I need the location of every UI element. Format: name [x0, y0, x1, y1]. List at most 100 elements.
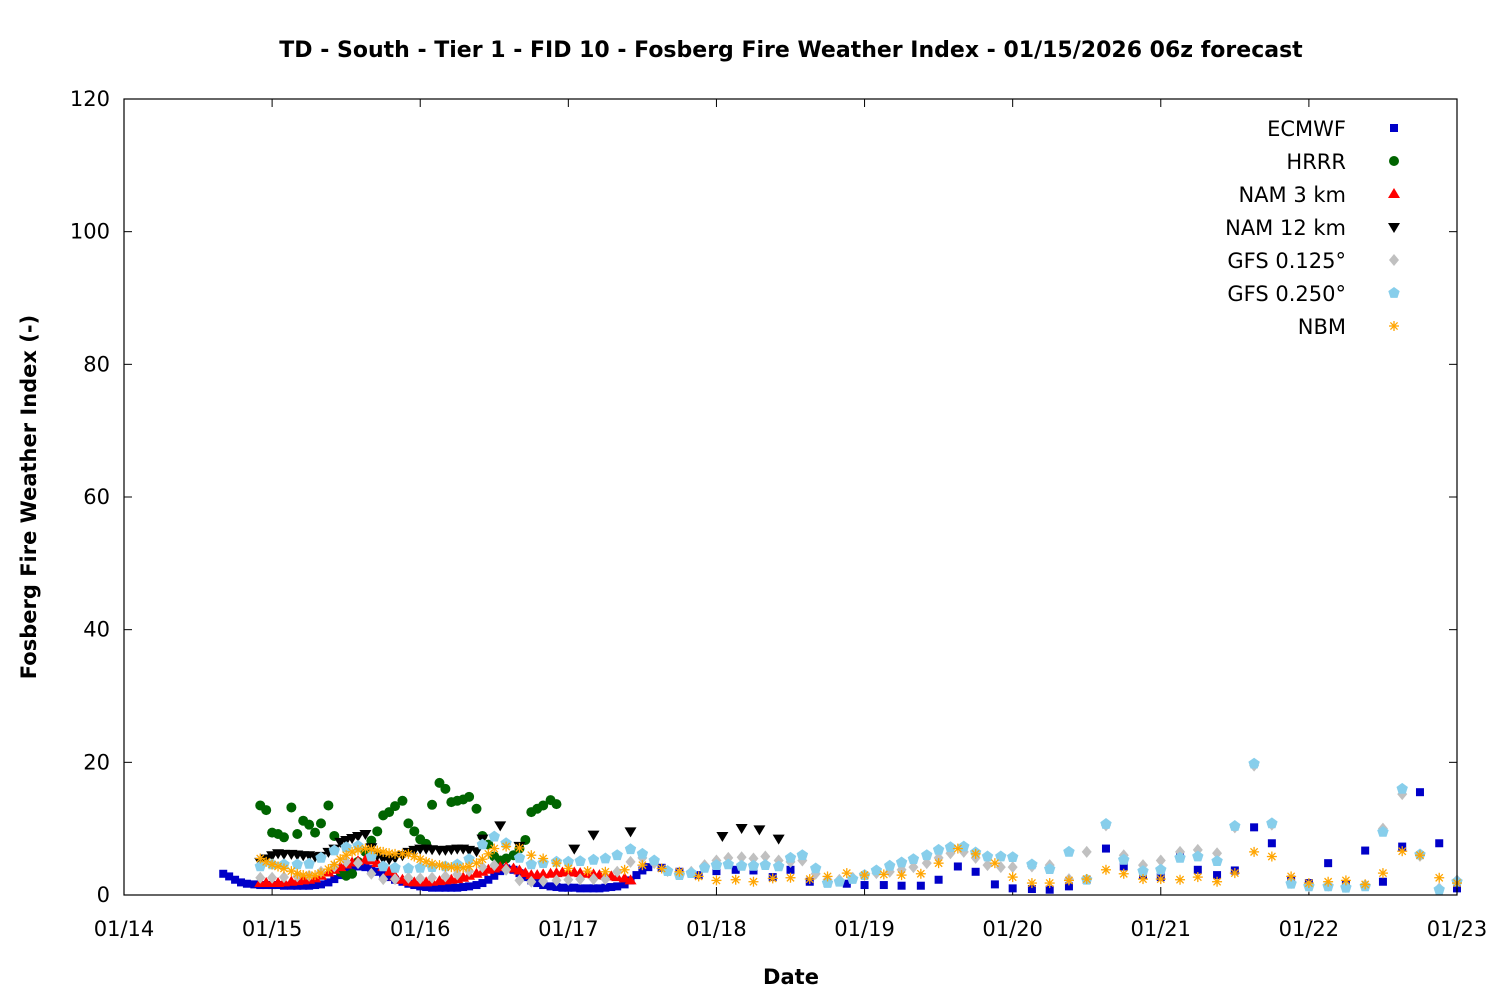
- data-point: [1063, 875, 1074, 886]
- asterisk-stroke: [749, 877, 758, 886]
- data-point: [748, 876, 759, 887]
- data-point: [1100, 864, 1111, 875]
- data-point: [1063, 845, 1075, 857]
- legend-marker: [1389, 321, 1399, 331]
- data-point: [895, 856, 908, 868]
- data-point: [316, 880, 325, 889]
- data-point: [1361, 846, 1370, 855]
- data-point: [767, 873, 778, 884]
- data-point: [693, 871, 704, 882]
- asterisk-stroke: [1213, 877, 1222, 886]
- legend-marker: [1389, 156, 1399, 166]
- data-point: [310, 827, 321, 838]
- asterisk-stroke: [336, 855, 345, 864]
- data-point: [995, 861, 1006, 874]
- y-axis-label: Fosberg Fire Weather Index (-): [17, 315, 41, 679]
- data-point: [1377, 868, 1388, 879]
- data-point: [446, 862, 457, 873]
- data-point: [601, 883, 610, 892]
- data-point: [315, 868, 326, 879]
- data-point: [465, 882, 474, 891]
- data-point: [1192, 850, 1204, 862]
- data-point: [1007, 861, 1018, 874]
- asterisk-stroke: [287, 867, 296, 876]
- data-point: [1323, 876, 1334, 887]
- data-point: [1007, 872, 1018, 883]
- x-tick-label: 01/22: [1279, 917, 1340, 941]
- data-point: [403, 871, 414, 884]
- x-tick-label: 01/16: [390, 917, 451, 941]
- data-point: [397, 795, 408, 806]
- x-tick-label: 01/19: [834, 917, 895, 941]
- data-point: [311, 881, 320, 890]
- data-point: [385, 873, 394, 882]
- data-point: [810, 862, 822, 874]
- data-point: [644, 863, 653, 872]
- asterisk-stroke: [712, 876, 721, 885]
- data-point: [427, 858, 438, 869]
- data-point: [1360, 879, 1371, 890]
- data-point: [859, 870, 870, 881]
- asterisk-stroke: [1415, 851, 1425, 860]
- data-point: [1137, 865, 1149, 876]
- data-point: [907, 853, 920, 864]
- data-point: [1175, 874, 1186, 885]
- data-point: [747, 859, 760, 871]
- data-point: [822, 871, 833, 882]
- data-point: [471, 803, 482, 814]
- data-point: [366, 844, 377, 855]
- asterisk-stroke: [398, 849, 407, 858]
- data-point: [915, 868, 926, 879]
- asterisk-stroke: [1138, 875, 1148, 884]
- data-point: [971, 867, 980, 876]
- asterisk-stroke: [410, 852, 419, 861]
- data-point: [286, 802, 297, 813]
- data-point: [415, 872, 426, 885]
- data-point: [611, 849, 623, 861]
- data-point: [624, 874, 637, 885]
- asterisk-stroke: [675, 867, 684, 876]
- data-point: [390, 873, 401, 886]
- asterisk-stroke: [305, 871, 314, 880]
- y-tick-label: 80: [83, 352, 110, 376]
- asterisk-stroke: [1101, 865, 1111, 874]
- data-point: [1248, 757, 1260, 769]
- asterisk-stroke: [1435, 873, 1444, 882]
- data-point: [242, 879, 251, 888]
- data-point: [377, 860, 389, 872]
- data-point: [563, 873, 574, 886]
- data-point: [525, 858, 537, 870]
- data-point: [944, 841, 957, 853]
- data-point: [501, 863, 512, 876]
- data-point: [1434, 872, 1445, 883]
- asterisk-stroke: [490, 844, 499, 853]
- data-point: [589, 884, 598, 893]
- data-point: [804, 874, 815, 885]
- asterisk-stroke: [897, 871, 906, 880]
- data-point: [361, 863, 370, 872]
- data-point: [458, 862, 469, 873]
- data-point: [582, 866, 593, 877]
- data-point: [1377, 826, 1389, 837]
- asterisk-stroke: [1193, 873, 1202, 882]
- data-points: [219, 757, 1463, 895]
- data-point: [896, 870, 907, 881]
- data-point: [731, 865, 740, 874]
- asterisk-stroke: [601, 867, 610, 876]
- asterisk-stroke: [428, 859, 437, 868]
- y-tick-label: 100: [70, 220, 110, 244]
- data-point: [440, 870, 451, 883]
- data-point: [1414, 850, 1425, 861]
- asterisk-stroke: [1389, 321, 1399, 331]
- data-point: [1250, 823, 1259, 832]
- data-point: [494, 821, 507, 832]
- asterisk-stroke: [583, 867, 592, 876]
- asterisk-stroke: [515, 843, 524, 852]
- legend-entry-hrrr: HRRR: [1286, 150, 1399, 174]
- data-point: [637, 860, 648, 871]
- data-point: [932, 843, 945, 855]
- data-point: [698, 861, 711, 873]
- data-point: [884, 859, 896, 871]
- data-point: [261, 805, 272, 816]
- data-point: [759, 859, 771, 870]
